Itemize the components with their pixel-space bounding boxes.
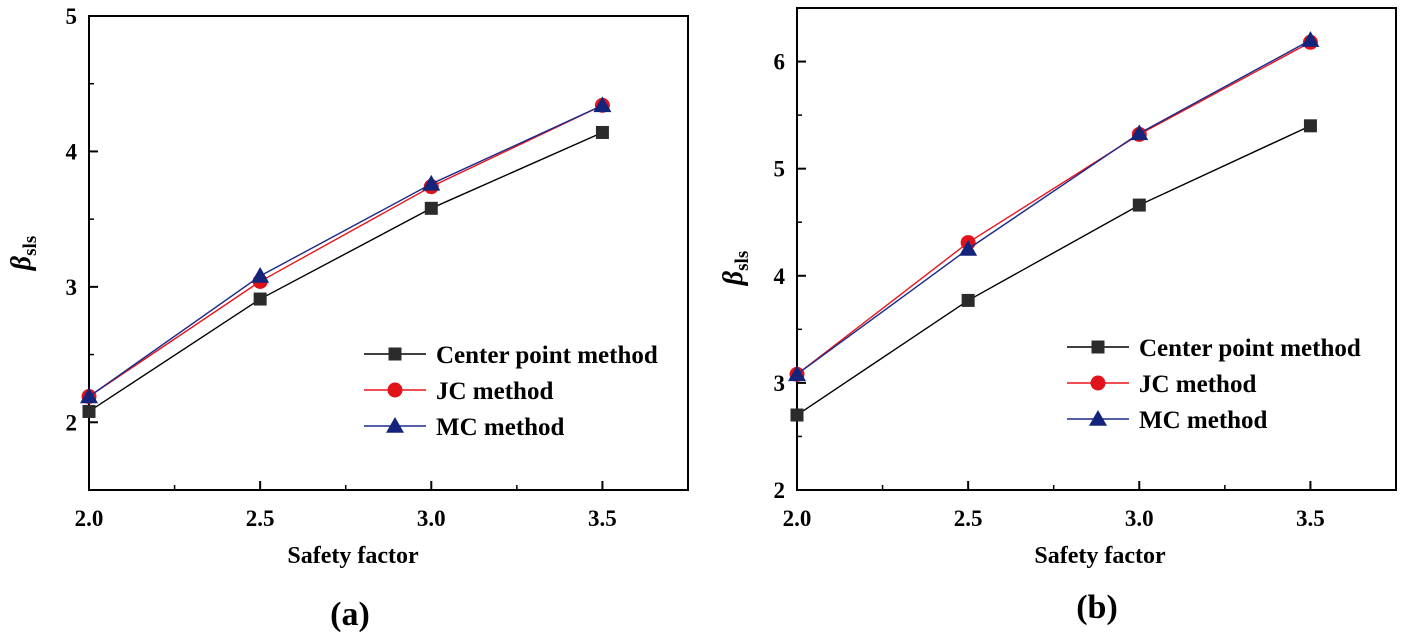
- p1-y-tick-label: 3: [774, 371, 786, 396]
- p1-y-tick-label: 2: [774, 478, 786, 503]
- p0-panel-label: (a): [330, 596, 370, 633]
- p1-data-point-s2-1: [959, 240, 978, 256]
- p0-legend-label-0: Center point method: [436, 342, 658, 369]
- p1-legend-label-1: JC method: [1139, 371, 1256, 398]
- p1-y-tick-label: 5: [774, 157, 786, 182]
- p1-panel-label: (b): [1076, 589, 1118, 626]
- p0-x-tick-label: 3.0: [417, 506, 446, 531]
- p0-x-tick-label: 2.5: [246, 506, 275, 531]
- p0-y-tick-label: 2: [66, 410, 78, 435]
- p0-data-point-s0-0: [82, 404, 96, 418]
- p0-y-tick-label: 4: [66, 139, 78, 164]
- p1-data-point-s0-0: [790, 408, 804, 422]
- p1-data-point-s0-1: [961, 293, 975, 307]
- p0-legend-marker-0: [388, 347, 402, 361]
- p1-series-line-0: [796, 125, 1311, 416]
- p0-series-line-0: [88, 131, 603, 413]
- p0-legend-marker-2: [386, 417, 404, 433]
- p1-x-axis-title: Safety factor: [1034, 543, 1166, 569]
- p1-data-point-s2-3: [1301, 31, 1320, 47]
- p1-data-point-s0-3: [1303, 119, 1317, 133]
- p1-data-point-s2-2: [1130, 124, 1149, 141]
- p0-y-tick-label: 3: [66, 275, 78, 300]
- p0-data-point-s2-2: [422, 174, 441, 191]
- p0-data-point-s2-0: [80, 387, 98, 404]
- p0-series-line-1: [88, 104, 603, 398]
- p1-x-tick-label: 3.5: [1296, 506, 1325, 531]
- p0-data-point-s0-3: [595, 125, 609, 139]
- p1-data-point-s2-0: [788, 365, 806, 382]
- p0-data-point-s2-1: [251, 267, 270, 283]
- p0-y-axis-title: βsls: [6, 236, 41, 271]
- p0-plot-frame: [88, 15, 689, 491]
- p0-data-point-s0-1: [253, 292, 267, 306]
- p0-x-axis-title: Safety factor: [287, 543, 419, 569]
- p0-legend-marker-1: [387, 382, 403, 398]
- p1-series-line-1: [796, 41, 1311, 375]
- p1-x-tick-label: 3.0: [1125, 506, 1154, 531]
- p0-series-line-2: [88, 104, 603, 398]
- p1-data-point-s0-2: [1132, 198, 1146, 212]
- p0-legend-label-2: MC method: [436, 414, 565, 441]
- p1-y-axis-title: βsls: [718, 251, 753, 286]
- p1-legend-marker-0: [1091, 340, 1105, 354]
- p1-x-tick-label: 2.5: [954, 506, 983, 531]
- p0-x-tick-label: 3.5: [588, 506, 617, 531]
- p0-data-point-s2-3: [593, 96, 612, 113]
- chart-panel-a: 2.0 2.5 3.0 3.5 2 3 4 5 Center point method JC me…: [6, 4, 689, 633]
- p1-plot-frame: [796, 7, 1397, 491]
- p1-y-tick-label: 4: [774, 264, 786, 289]
- p1-legend-marker-2: [1089, 410, 1107, 426]
- p0-data-point-s0-2: [424, 201, 438, 215]
- p0-y-tick-label: 5: [66, 4, 78, 29]
- p1-y-tick-label: 6: [774, 50, 786, 75]
- p1-x-tick-label: 2.0: [783, 506, 812, 531]
- p0-x-tick-label: 2.0: [75, 506, 104, 531]
- p1-legend-label-2: MC method: [1139, 407, 1268, 434]
- p1-legend-label-0: Center point method: [1139, 335, 1361, 362]
- p1-series-line-2: [796, 39, 1311, 375]
- p1-legend-marker-1: [1090, 375, 1106, 391]
- chart-panel-b: 2.0 2.5 3.0 3.5 2 3 4 5 6 Center point method JC m…: [718, 7, 1397, 626]
- p0-legend-label-1: JC method: [436, 378, 553, 405]
